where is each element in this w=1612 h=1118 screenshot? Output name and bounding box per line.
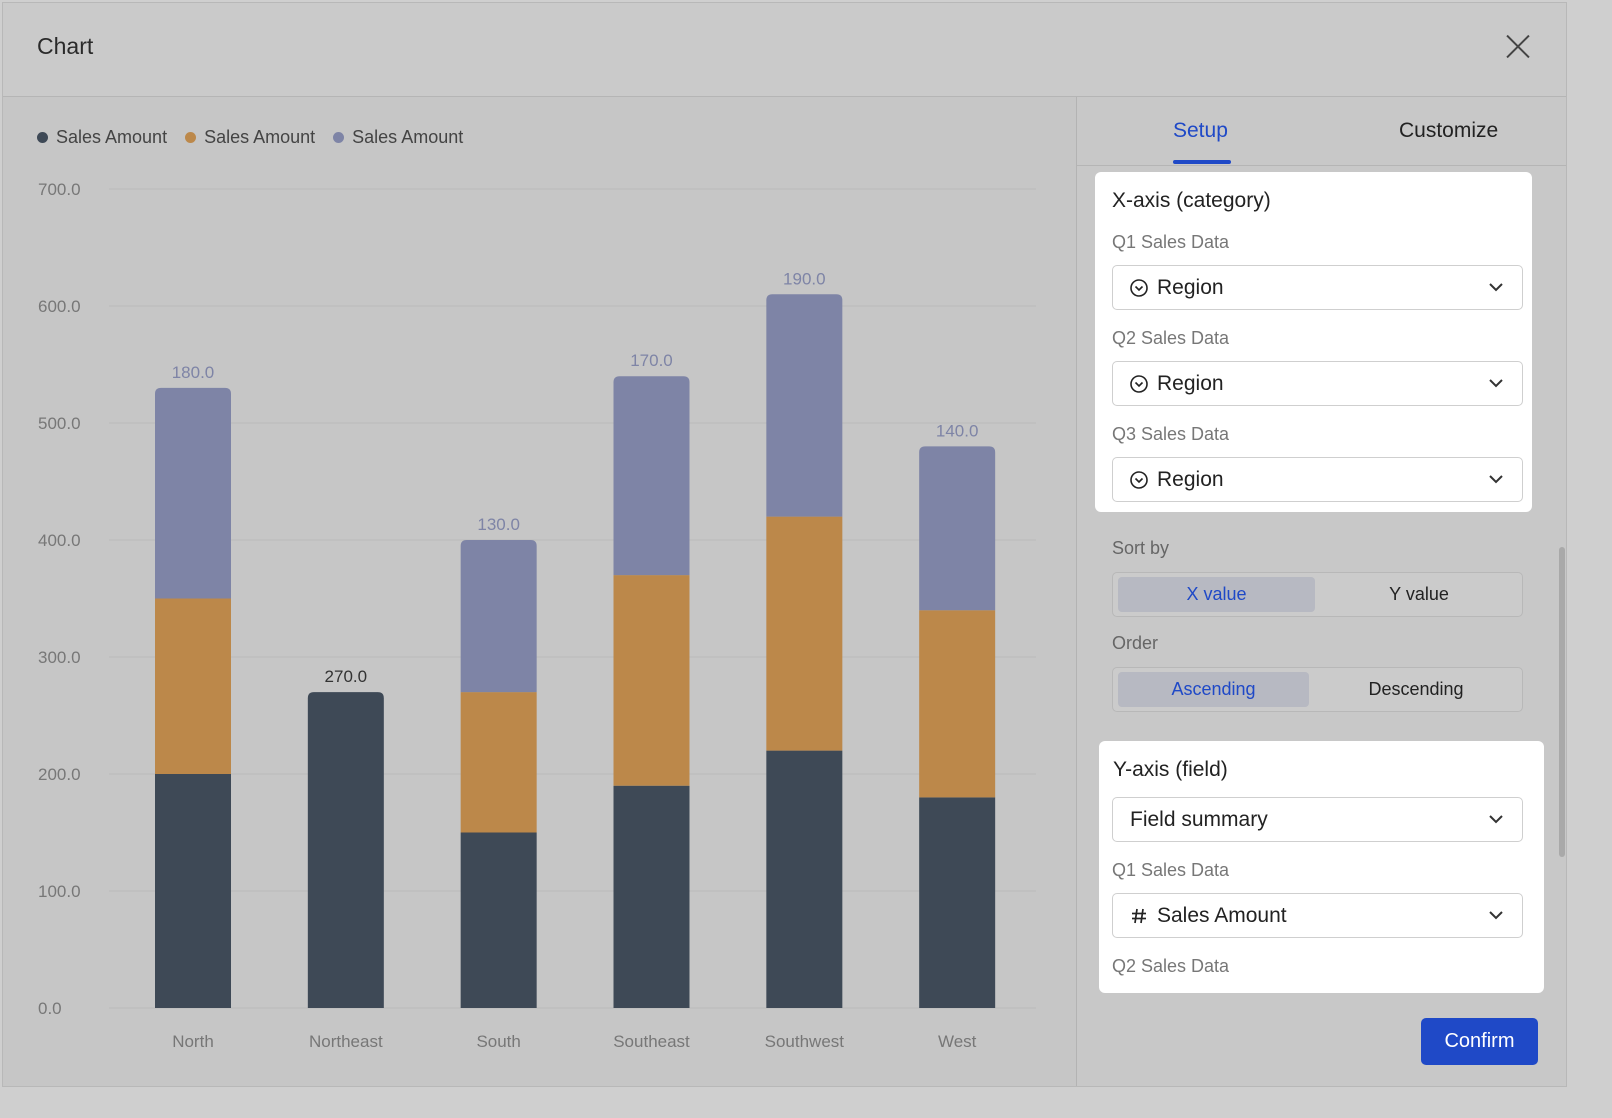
data-label: 190.0 [783,269,826,288]
x-tick-label: Northeast [309,1032,383,1051]
bar-segment [460,692,537,833]
legend-dot [333,132,345,143]
bar-segment [919,446,996,611]
order-descending-option[interactable]: Descending [1368,679,1464,699]
panel-tabs: Setup Customize [1077,97,1566,166]
order-ascending-option[interactable]: Ascending [1118,672,1309,707]
bar-segment [155,387,231,599]
legend-label: Sales Amount [56,127,168,147]
x-tick-label: Southwest [765,1032,845,1051]
bar-segment [460,540,537,693]
bar-segment [919,797,996,1008]
bar-segment [919,610,996,798]
sort-y-value-option[interactable]: Y value [1389,584,1449,604]
active-tab-indicator [1173,160,1231,164]
panel-scrollbar[interactable] [1559,547,1565,857]
dialog-title: Chart [37,33,94,59]
hash-icon [1132,908,1146,923]
legend-label: Sales Amount [352,127,464,147]
legend-label: Sales Amount [204,127,316,147]
y-tick-label: 100.0 [38,882,81,901]
dialog-header: Chart [3,3,1566,97]
chevron-down-icon [1489,911,1503,920]
y-field-select-q1[interactable]: Sales Amount [1112,893,1523,938]
chevron-down-icon [1489,475,1503,484]
y-axis-card: Y-axis (field) Field summary Q1 Sales Da… [1099,741,1544,993]
bar-segment [155,598,231,774]
legend-item[interactable]: Sales Amount [37,127,167,148]
x-field-label: Q3 Sales Data [1112,424,1230,444]
select-value: Region [1157,275,1224,299]
x-field-select-q2[interactable]: Region [1112,361,1523,406]
legend-item[interactable]: Sales Amount [185,127,315,148]
y-tick-label: 300.0 [38,648,81,667]
field-summary-select[interactable]: Field summary [1112,797,1523,842]
sort-x-value-option[interactable]: X value [1118,577,1315,612]
sort-by-segmented: X value Y value [1112,572,1523,617]
y-field-label: Q2 Sales Data [1112,956,1230,976]
x-tick-label: South [476,1032,520,1051]
select-value: Sales Amount [1157,903,1287,927]
chart-legend: Sales Amount Sales Amount Sales Amount [37,127,463,148]
chevron-down-icon [1489,815,1503,824]
data-label: 130.0 [477,515,520,534]
chart-area: 0.0100.0200.0300.0400.0500.0600.0700.020… [3,97,1077,1086]
x-axis-title: X-axis (category) [1112,189,1271,212]
data-label: 180.0 [172,363,215,382]
chart: 0.0100.0200.0300.0400.0500.0600.0700.020… [38,180,1036,1051]
x-field-label: Q1 Sales Data [1112,232,1230,252]
order-segmented: Ascending Descending [1112,667,1523,712]
bar-segment [766,750,843,1008]
bar-segment [613,575,690,786]
chevron-down-icon [1489,283,1503,292]
legend-dot [37,132,48,143]
confirm-button[interactable]: Confirm [1421,1018,1538,1065]
dropdown-circle-icon [1130,278,1148,297]
x-tick-label: Southeast [613,1032,690,1051]
close-icon[interactable] [1503,31,1533,61]
x-field-select-q3[interactable]: Region [1112,457,1523,502]
x-field-label: Q2 Sales Data [1112,328,1230,348]
y-tick-label: 200.0 [38,765,81,784]
x-axis-card: X-axis (category) Q1 Sales Data Region Q… [1095,172,1532,512]
x-tick-label: West [938,1032,977,1051]
x-field-select-q1[interactable]: Region [1112,265,1523,310]
sort-by-label: Sort by [1112,538,1170,558]
bar-segment [460,832,537,1008]
order-label: Order [1112,633,1159,653]
y-tick-label: 0.0 [38,999,62,1018]
y-tick-label: 700.0 [38,180,81,199]
dropdown-circle-icon [1130,470,1148,489]
y-tick-label: 500.0 [38,414,81,433]
chevron-down-icon [1489,379,1503,388]
y-axis-title: Y-axis (field) [1113,758,1228,781]
data-label: 170.0 [630,351,673,370]
select-value: Region [1157,371,1224,395]
bar-segment [155,774,231,1008]
bar-segment [613,376,690,576]
x-tick-label: North [172,1032,214,1051]
bar-segment [307,692,384,1008]
y-field-label: Q1 Sales Data [1112,860,1230,880]
tab-customize[interactable]: Customize [1399,119,1499,142]
bar-segment [766,516,843,751]
select-value: Region [1157,467,1224,491]
legend-dot [185,132,197,143]
y-tick-label: 400.0 [38,531,81,550]
tab-setup[interactable]: Setup [1173,119,1228,142]
dropdown-circle-icon [1130,374,1148,393]
y-tick-label: 600.0 [38,297,81,316]
bar-segment [766,294,843,517]
bar-segment [613,785,690,1008]
select-value: Field summary [1130,807,1268,831]
data-label: 140.0 [936,421,979,440]
chart-dialog: Chart 0.0 100.0 200.0 300.0 400.0 500.0 600.0 7… [2,2,1567,1087]
data-label: 270.0 [325,667,368,686]
settings-panel: Setup Customize X-axis (category) Q1 Sal… [1077,97,1566,1086]
legend-item[interactable]: Sales Amount [333,127,463,148]
